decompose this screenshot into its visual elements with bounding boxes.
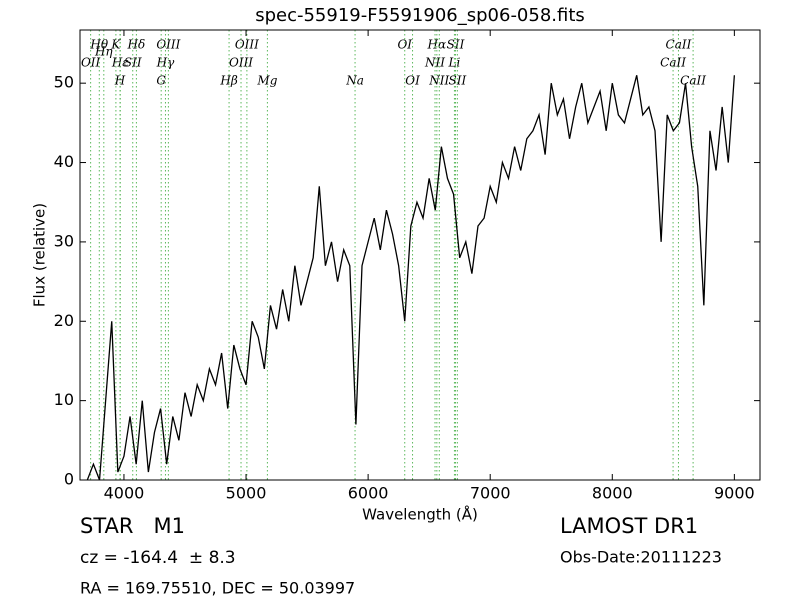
object-class: STAR M1 [80,514,185,538]
spectral-line-label: SII [449,74,467,88]
obs-date: Obs-Date:20111223 [560,548,722,567]
y-tick-label: 0 [64,470,74,489]
spectral-line-label: NII [428,74,449,88]
spectral-line-label: OI [397,38,412,52]
chart-title: spec-55919-F5591906_sp06-058.fits [255,5,585,26]
y-tick-label: 50 [54,73,74,92]
y-axis-label: Flux (relative) [31,203,49,307]
spectral-line-label: Hη [94,45,113,59]
y-tick-label: 10 [54,390,74,409]
spectral-line-label: SII [447,38,465,52]
spectral-line-label: K [110,38,121,52]
x-tick-label: 9000 [714,484,755,503]
redshift: cz = -164.4 ± 8.3 [80,548,236,568]
spectral-line-label: CaII [666,38,692,52]
x-tick-label: 6000 [348,484,389,503]
spectral-line-label: Hθ [89,38,108,52]
x-axis-label: Wavelength (Å) [362,505,478,524]
plot-frame [79,29,761,481]
x-tick-label: 5000 [226,484,267,503]
spectral-line-label: NII [424,56,445,70]
spectral-line-label: Hα [427,38,447,52]
y-tick-label: 40 [54,152,74,171]
coordinates: RA = 169.75510, DEC = 50.03997 [80,579,355,598]
x-tick-label: 8000 [592,484,633,503]
x-tick-label: 4000 [104,484,145,503]
spectral-line-label: CaII [660,56,686,70]
spectral-line-label: OII [81,56,101,70]
survey: LAMOST DR1 [560,514,698,538]
spectral-line-label: SII [124,56,142,70]
spectral-line-label: OI [405,74,420,88]
spectral-line-label: Hδ [127,38,146,52]
spectral-line-label: OIII [235,38,259,52]
spectral-line-label: G [156,74,166,88]
spectral-line-label: OIII [156,38,180,52]
spectral-line-label: Hβ [219,74,237,88]
y-tick-label: 20 [54,311,74,330]
spectral-line-label: H [114,74,126,88]
spectral-line-label: Mg [256,74,277,88]
spectral-line-label: Na [345,74,364,88]
spectrum-line [86,75,736,480]
spectral-line-label: Hγ [156,56,175,70]
spectral-line-label: OIII [229,56,253,70]
spectral-line-label: CaII [680,74,706,88]
spectral-line-label: Li [448,56,461,70]
x-tick-label: 7000 [470,484,511,503]
y-tick-label: 30 [54,231,74,250]
